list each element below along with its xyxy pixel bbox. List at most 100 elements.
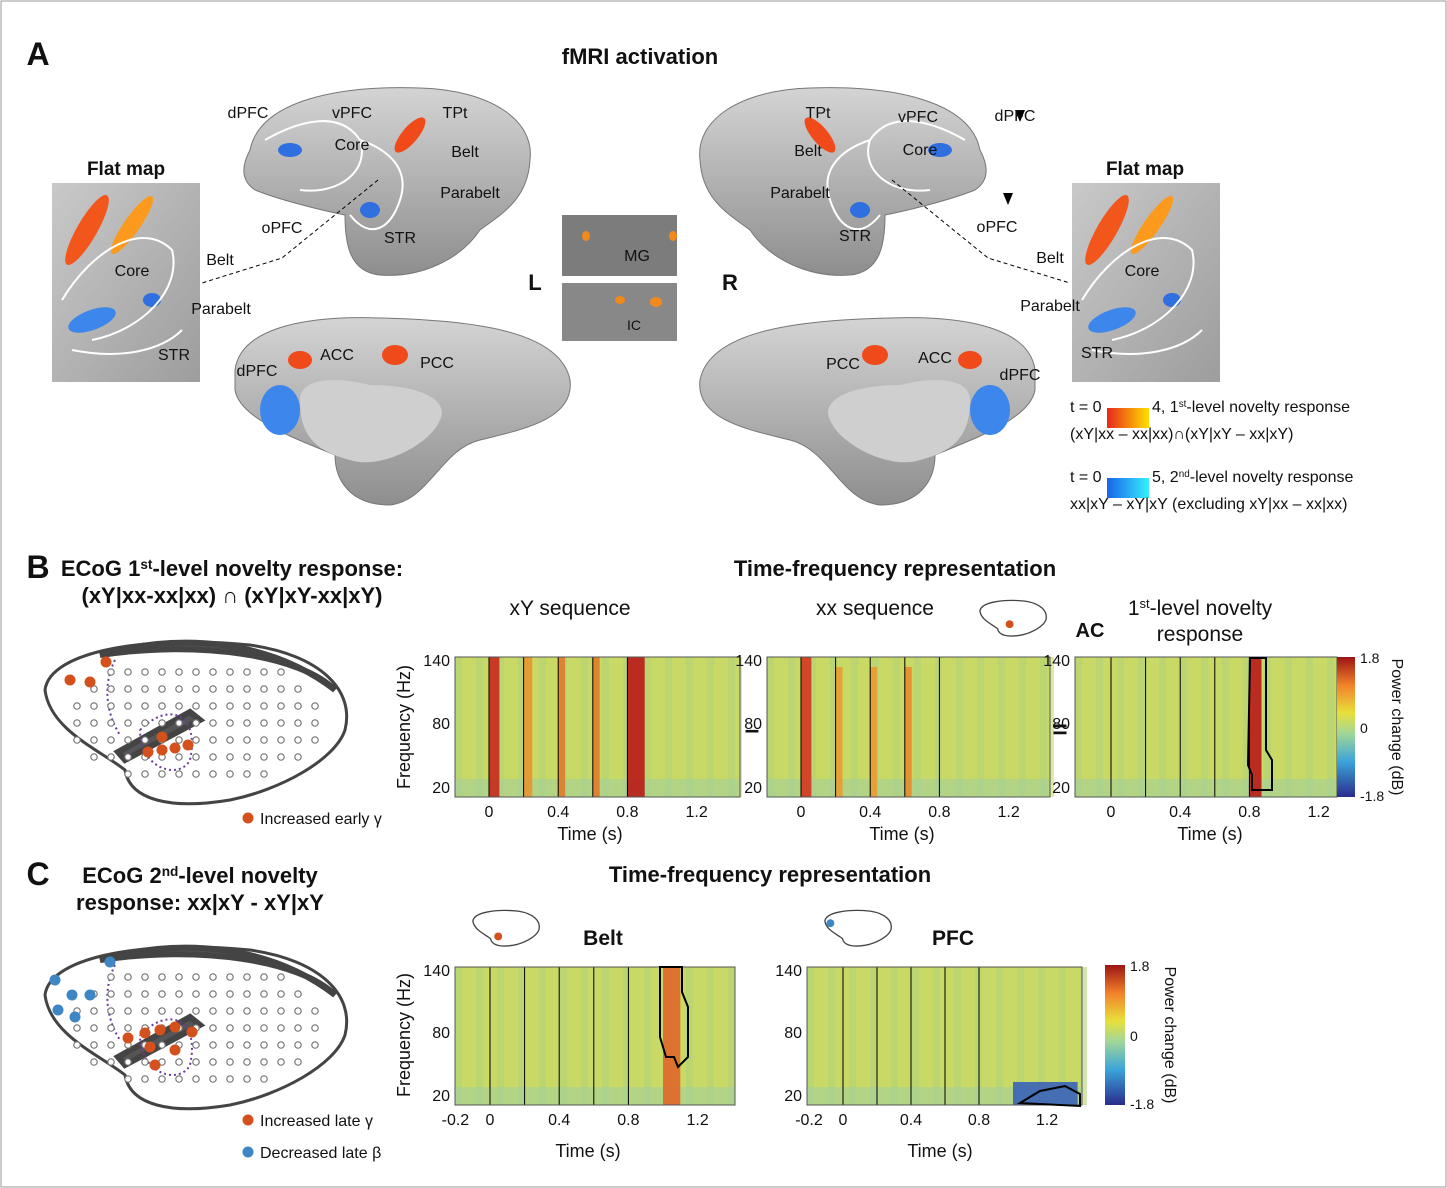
region-label: STR: [384, 230, 416, 247]
spectrogram-cell: [609, 657, 616, 797]
electrode: [227, 720, 233, 726]
spectrogram-cell: [1173, 657, 1180, 797]
electrode: [261, 686, 267, 692]
spectrogram-cell: [714, 967, 721, 1105]
spectrogram-cell: [595, 967, 602, 1105]
electrode: [210, 669, 216, 675]
electrode: [193, 669, 199, 675]
panel-heading: (xY|xx-xx|xx) ∩ (xY|xY-xx|xY): [82, 583, 383, 608]
electrode: [295, 720, 301, 726]
electrode: [193, 771, 199, 777]
electrode-active: [1006, 620, 1014, 628]
spectrogram-cell: [935, 657, 942, 797]
spectrogram-cell: [912, 967, 919, 1105]
spectrogram-cell: [1208, 657, 1215, 797]
electrode: [312, 720, 318, 726]
electrode: [159, 991, 165, 997]
electrode: [125, 1059, 131, 1065]
spectrogram-cell: [728, 967, 735, 1105]
electrode: [91, 737, 97, 743]
electrode: [176, 737, 182, 743]
electrode: [278, 669, 284, 675]
spectrogram-cell: [844, 657, 851, 797]
y-tick-label: 20: [432, 780, 450, 797]
electrode: [125, 754, 131, 760]
spectrogram-cell: [518, 967, 525, 1105]
spectrogram-cell: [469, 657, 476, 797]
electrode: [278, 974, 284, 980]
spectrogram-cell: [525, 967, 532, 1105]
spectrogram-cell: [1201, 657, 1208, 797]
spectrogram-cell: [851, 657, 858, 797]
electrode: [295, 754, 301, 760]
text-part: ECoG 1: [61, 556, 140, 581]
electrode: [125, 720, 131, 726]
electrode: [142, 771, 148, 777]
activation: [862, 345, 888, 365]
electrode: [193, 737, 199, 743]
electrode: [142, 703, 148, 709]
region-label: ACC: [320, 347, 354, 364]
electrode: [91, 754, 97, 760]
spectrogram-cell: [921, 657, 928, 797]
electrode: [159, 771, 165, 777]
activation: [1163, 293, 1181, 307]
text-part: nd: [162, 864, 179, 879]
spectrogram-cell: [665, 657, 672, 797]
spectrogram-cell: [835, 967, 842, 1105]
spectrogram-cell: [1012, 657, 1019, 797]
electrode-active: [67, 990, 78, 1001]
region-label: Parabelt: [1020, 298, 1080, 315]
spectrogram-cell: [807, 967, 814, 1105]
region-label: PCC: [826, 356, 860, 373]
electrode: [295, 991, 301, 997]
region-label: IC: [627, 317, 641, 333]
activation: [650, 297, 662, 307]
spectrogram-cell: [672, 657, 679, 797]
region-label: Core: [903, 142, 938, 159]
electrode: [244, 720, 250, 726]
electrode: [210, 720, 216, 726]
spectrogram-cell: [1082, 657, 1089, 797]
x-tick-label: 0.4: [548, 1112, 570, 1129]
electrode: [108, 991, 114, 997]
electrode: [193, 1042, 199, 1048]
spectrogram-cell: [511, 657, 518, 797]
electrode: [108, 737, 114, 743]
legend-min: t = 0: [1070, 399, 1102, 416]
spectrogram-cell: [637, 967, 644, 1105]
spectrogram-cell: [532, 967, 539, 1105]
electrode: [295, 686, 301, 692]
region-label: STR: [158, 347, 190, 364]
electrode: [108, 1042, 114, 1048]
electrode: [142, 686, 148, 692]
spectrogram-cell: [1327, 657, 1334, 797]
colorbar-tick: 0: [1130, 1028, 1138, 1044]
text-part: ECoG 2: [82, 863, 161, 888]
electrode: [295, 1025, 301, 1031]
electrode: [312, 1042, 318, 1048]
spectrogram-cell: [1215, 657, 1222, 797]
electrode: [193, 720, 199, 726]
electrode: [227, 771, 233, 777]
electrode-active: [170, 1045, 181, 1056]
x-tick-label: 0: [486, 1112, 495, 1129]
electrode: [74, 1025, 80, 1031]
spectrogram-cell: [455, 657, 462, 797]
y-tick-label: 140: [775, 963, 802, 980]
region-label: PFC: [932, 927, 974, 950]
activation: [278, 143, 302, 157]
spectrogram-cell: [1089, 657, 1096, 797]
spectrogram: [767, 657, 1054, 797]
x-tick-label: 0: [797, 804, 806, 821]
electrode: [278, 1025, 284, 1031]
spectrogram-cell: [693, 967, 700, 1105]
y-tick-label: 80: [784, 1025, 802, 1042]
electrode: [142, 1008, 148, 1014]
electrode: [142, 1076, 148, 1082]
electrode: [295, 1059, 301, 1065]
electrode-active: [53, 1005, 64, 1016]
electrode: [210, 1025, 216, 1031]
colorbar-tick: 1.8: [1130, 958, 1150, 974]
electrode: [312, 1008, 318, 1014]
